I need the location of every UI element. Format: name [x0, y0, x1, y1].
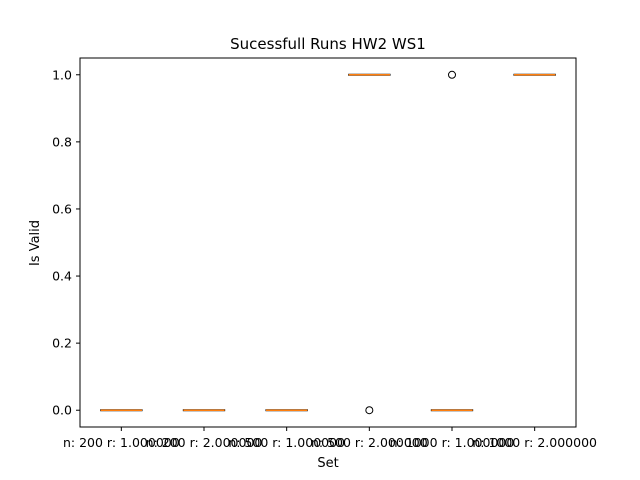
y-axis-label: Is Valid [28, 220, 43, 266]
y-tick-label: 0.4 [52, 269, 72, 284]
x-tick-label: n: 200 r: 2.000000 [146, 435, 263, 450]
boxes [100, 70, 556, 415]
x-axis-label: Set [317, 456, 338, 471]
outlier-point [365, 406, 374, 415]
y-axis: 0.0 0.2 0.4 0.6 0.8 1.0 [52, 67, 80, 418]
outlier-point [448, 70, 456, 79]
x-tick-label: n: 200 r: 1.000000 [63, 435, 180, 450]
y-tick-label: 0.8 [52, 134, 72, 149]
chart-title: Sucessfull Runs HW2 WS1 [230, 35, 426, 53]
y-tick-label: 0.2 [52, 336, 72, 351]
y-tick-label: 0.0 [52, 403, 72, 418]
y-tick-label: 0.6 [52, 201, 72, 216]
box [265, 409, 308, 412]
plot-frame [79, 57, 577, 428]
box [430, 70, 474, 412]
y-tick-label: 1.0 [52, 67, 72, 82]
plot-area [79, 57, 577, 428]
x-tick-label: n: 1000 r: 2.000000 [472, 435, 597, 450]
box [100, 409, 143, 412]
x-tick-label: n: 1000 r: 1.000000 [390, 435, 515, 450]
box [182, 409, 226, 412]
box [348, 73, 391, 415]
x-tick-label: n: 500 r: 1.000000 [228, 435, 345, 450]
x-tick-label: n: 500 r: 2.000000 [311, 435, 428, 450]
box [513, 73, 556, 76]
